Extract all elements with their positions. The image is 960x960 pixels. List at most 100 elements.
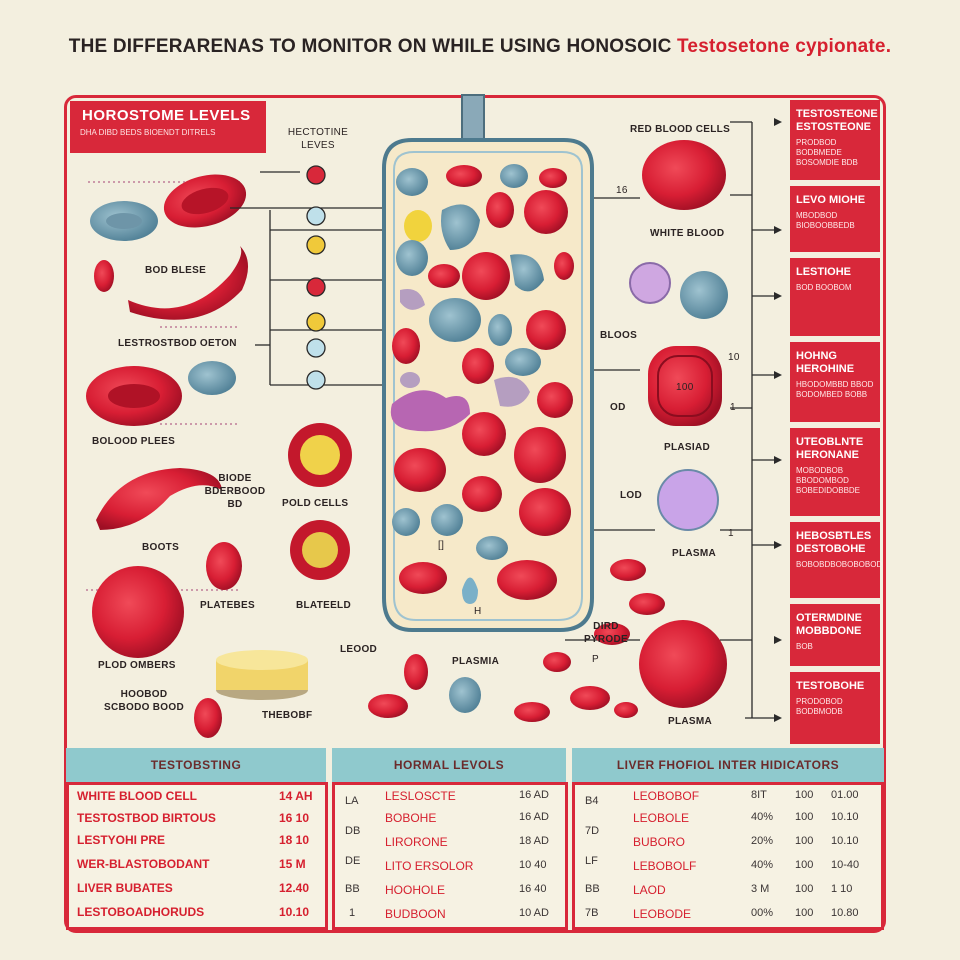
table-cell: 100	[795, 859, 814, 871]
table-header-testosterone: TESTOBSTING	[66, 748, 326, 782]
table-cell: LESLOSCTE	[385, 789, 456, 803]
plasma-stack-top	[216, 650, 308, 670]
row-code: DB	[345, 825, 361, 837]
info-box-sub: BOB	[796, 642, 813, 651]
table-header-normal-levels: HORMAL LEVOLS	[332, 748, 566, 782]
info-box-title: HEBOSBTLES DESTOBOHE	[796, 530, 872, 555]
table-cell: 18 AD	[519, 835, 549, 847]
left-label: PLATEBES	[200, 600, 255, 611]
info-box-title: OTERMDINE MOBBDONE	[796, 612, 862, 637]
right-label: 1	[728, 528, 734, 539]
table-cell: 40%	[751, 811, 774, 823]
info-box-title: LESTIOHE	[796, 266, 852, 278]
red-blood-cell	[368, 694, 408, 718]
table-cell: LEOBOBOF	[633, 789, 700, 803]
right-info-box: LESTIOHE BOD BOOBOM	[790, 258, 880, 336]
info-box-sub: PRODBOD BODBMEDE BOSOMDIE BDB	[796, 138, 858, 167]
white-blood-cell	[629, 262, 671, 304]
info-box-sub: HBODOMBBD BBOD BODOMBED BOBB	[796, 380, 874, 399]
blue-cell	[449, 677, 481, 713]
right-info-box: TESTOSTEONE ESTOSTEONE PRODBOD BODBMEDE …	[790, 100, 880, 180]
bloos-label: BLOOS	[600, 330, 638, 341]
header-subtitle: DHA DIBD BEDS BIOENDT DITRELS	[80, 128, 216, 137]
red-blood-cell	[194, 698, 222, 738]
red-blood-cell	[206, 542, 242, 590]
table-cell: 18 10	[279, 833, 310, 847]
center-label: 16	[616, 185, 628, 196]
table-cell: WER-BLASTOBODANT	[77, 857, 210, 871]
left-label: HOOBOD SCBODO BOOD	[104, 689, 184, 713]
right-info-box: HEBOSBTLES DESTOBOHE BOBOBDBOBOBOBOD	[790, 522, 883, 598]
table-cell: LESTOBOADHORUDS	[77, 905, 205, 919]
table-cell: 10.10	[831, 835, 859, 847]
right-info-box: OTERMDINE MOBBDONE BOB	[790, 604, 880, 666]
info-box-sub: MBODBOD BIOBOOBBEDB	[796, 211, 855, 230]
center-label: []	[438, 540, 445, 551]
table-cell: HOOHOLE	[385, 883, 446, 897]
row-code: 7B	[585, 907, 599, 919]
red-blood-cell	[629, 593, 665, 615]
table-cell: BOBOHE	[385, 811, 437, 825]
red-oval-cell	[648, 346, 722, 426]
tube-cells	[390, 164, 574, 604]
table-cell: 15 M	[279, 857, 306, 871]
table-cell: 16 10	[279, 811, 310, 825]
plasiad-label: PLASIAD	[664, 442, 710, 453]
table-cell: 16 AD	[519, 811, 549, 823]
red-crescent-cell	[96, 468, 222, 530]
red-blood-cell	[610, 559, 646, 581]
table-cell: LEOBOLE	[633, 811, 690, 825]
platelet-yellow	[302, 532, 338, 568]
row-code: 7D	[585, 825, 600, 837]
red-oval-cell-inner	[657, 355, 713, 417]
blue-cell-core	[106, 213, 142, 229]
white-blood-label: WHITE BLOOD	[650, 228, 725, 239]
red-blood-cell	[92, 566, 184, 658]
table-cell: LESTYOHI PRE	[77, 833, 166, 847]
red-blood-cell	[404, 654, 428, 690]
table-cell: LEBOBOLF	[633, 859, 697, 873]
table-cell: 1 10	[831, 883, 853, 895]
arrow-shafts	[752, 229, 776, 546]
info-box-title: LEVO MIOHE	[796, 194, 866, 206]
lood-label: LEOOD	[340, 644, 378, 655]
plasma-label: PLASMA	[672, 548, 717, 559]
red-blood-cell	[570, 686, 610, 710]
table-cell: 14 AH	[279, 789, 313, 803]
table-cell: 8IT	[751, 789, 767, 801]
right-label: P	[592, 654, 599, 665]
marker-dots	[306, 165, 326, 390]
white-blood-cell	[657, 469, 719, 531]
row-code: LF	[585, 855, 598, 867]
thebobf-label: THEBOBF	[262, 710, 313, 721]
table-cell: 100	[795, 883, 814, 895]
od-label: OD	[610, 402, 626, 413]
info-box-title: UTEOBLNTE HERONANE	[796, 436, 864, 461]
tube-stopper	[461, 94, 485, 146]
table-cell: 20%	[751, 835, 774, 847]
left-label: PLOD OMBERS	[98, 660, 176, 671]
bottom-tables: TESTOBSTING HORMAL LEVOLS LIVER FHOFIOL …	[66, 748, 884, 930]
table-cell: 100	[795, 789, 814, 801]
table-cell: 01.00	[831, 789, 859, 801]
table-cell: 10-40	[831, 859, 860, 871]
info-box-sub: PRODOBOD BODBMODB	[796, 697, 843, 716]
hormone-levels-header: HOROSTOME LEVELS DHA DIBD BEDS BIOENDT D…	[70, 101, 266, 153]
table-cell: BUDBOON	[385, 907, 446, 921]
table-cell: TESTOSTBOD BIRTOUS	[77, 811, 216, 825]
table-cell: 10.10	[279, 905, 310, 919]
info-box-sub: BOBOBDBOBOBOBOD	[796, 560, 883, 569]
pold-cells-label: POLD CELLS	[282, 498, 349, 509]
table-cell: 100	[795, 835, 814, 847]
hectotine-levels-label: HECTOTINE LEVES	[287, 127, 349, 151]
table-cell: 10 AD	[519, 907, 549, 919]
left-label: BOOTS	[142, 542, 180, 553]
info-box-sub: MOBODBOB BBODOMBOD BOBEDIDOBBDE	[796, 466, 861, 495]
info-box-title: HOHNG HEROHINE	[796, 350, 855, 375]
red-blood-cells-label: RED BLOOD CELLS	[630, 124, 731, 135]
blateeld-label: BLATEELD	[296, 600, 351, 611]
row-code: DE	[345, 855, 361, 867]
table-cell: LEOBODE	[633, 907, 692, 921]
red-blood-cell	[543, 652, 571, 672]
